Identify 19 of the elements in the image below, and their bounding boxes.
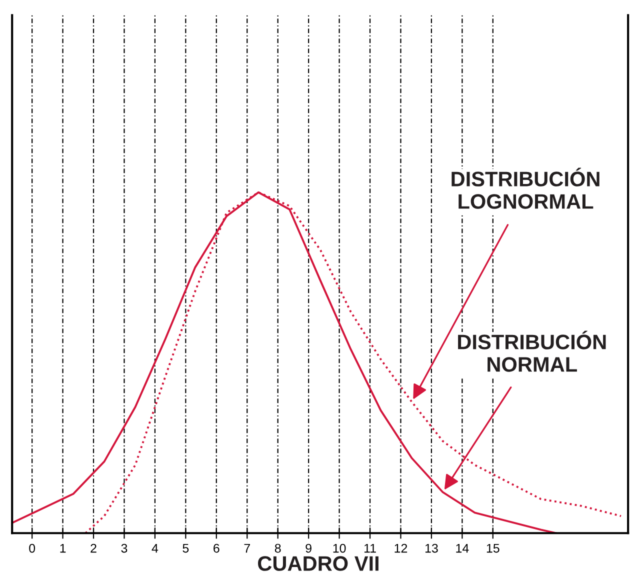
annotation: DISTRIBUCIÓN NORMAL — [458, 330, 606, 372]
x-tick-label: 15 — [486, 544, 500, 553]
x-tick-label: 5 — [182, 544, 189, 553]
x-tick-label: 3 — [121, 544, 128, 553]
x-tick-label: 6 — [214, 544, 220, 553]
x-tick-label: 8 — [274, 544, 281, 553]
x-tick-label: 1 — [60, 544, 66, 553]
x-tick-label: 12 — [394, 544, 408, 553]
x-tick-label: 2 — [90, 544, 96, 553]
x-tick-label: 9 — [306, 544, 312, 553]
x-tick-label: 10 — [333, 544, 346, 553]
annotation: DISTRIBUCIÓN LOGNORMAL — [452, 168, 600, 209]
text: CUADRO VII — [258, 556, 378, 571]
x-tick-label: 13 — [425, 544, 438, 553]
x-tick-label: 7 — [244, 544, 250, 553]
x-tick-label: 0 — [29, 544, 36, 553]
x-tick-label: 4 — [152, 544, 158, 553]
x-tick-label: 14 — [456, 544, 469, 553]
x-tick-label: 11 — [364, 544, 376, 553]
